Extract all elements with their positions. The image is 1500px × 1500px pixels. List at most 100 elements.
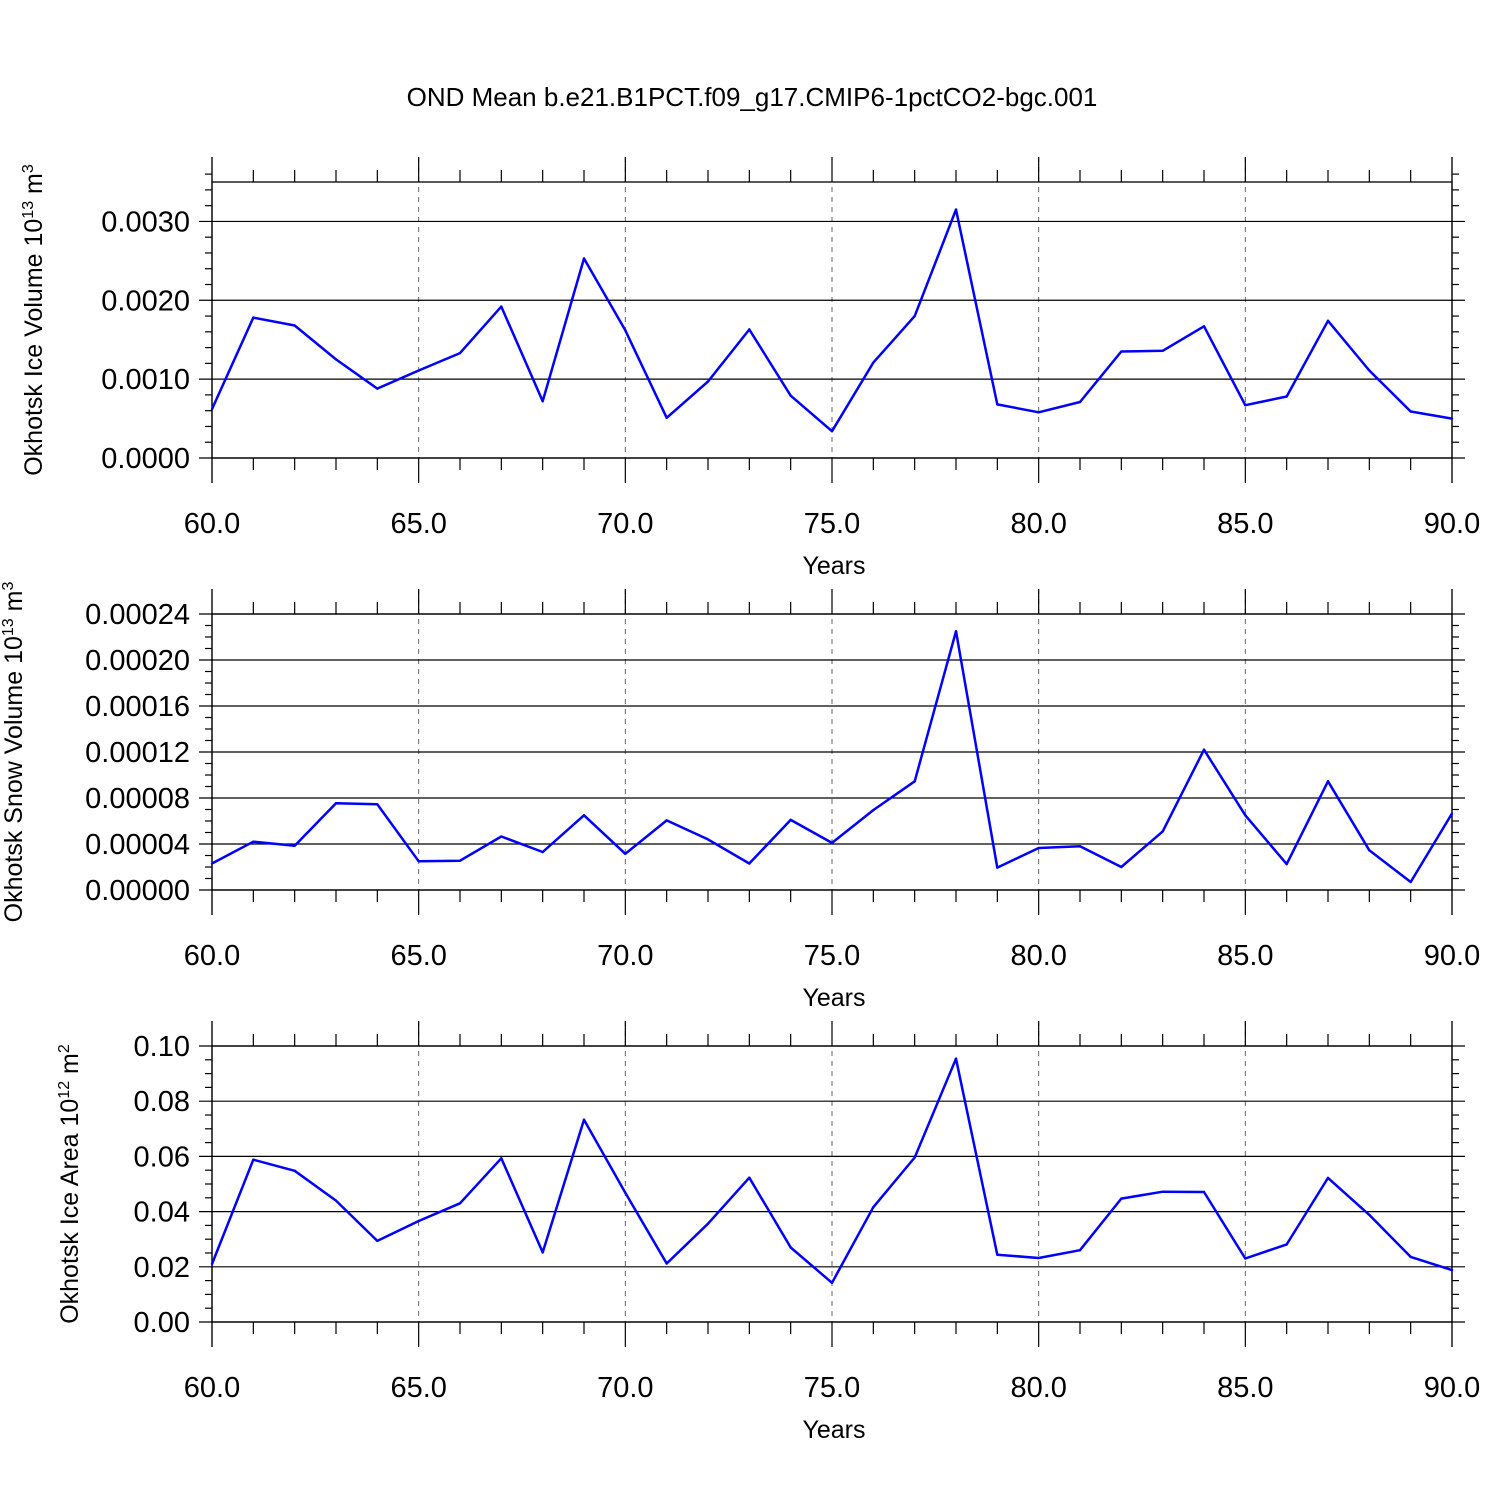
- data-point: [417, 860, 420, 863]
- data-point: [789, 818, 792, 822]
- y-axis-title: Okhotsk Ice Area 1012 m2: [56, 1044, 84, 1324]
- y-tick-label: 0.00004: [85, 829, 190, 861]
- data-point: [541, 1251, 544, 1254]
- data-point: [500, 305, 503, 308]
- data-point: [1285, 395, 1288, 398]
- data-point: [872, 1205, 875, 1209]
- data-point: [541, 850, 544, 854]
- data-point: [1037, 411, 1040, 414]
- y-tick-label: 0.06: [134, 1141, 190, 1173]
- y-tick-label: 0.08: [134, 1086, 190, 1118]
- data-point: [417, 1219, 420, 1223]
- data-point: [1450, 812, 1454, 815]
- data-point: [872, 808, 875, 812]
- data-point: [1285, 1243, 1288, 1246]
- data-point: [582, 1118, 586, 1121]
- x-tick-label: 60.0: [184, 508, 240, 540]
- data-point: [376, 803, 379, 806]
- data-point: [665, 819, 668, 822]
- x-tick-label: 85.0: [1217, 508, 1273, 540]
- y-tick-label: 0.0000: [101, 443, 190, 475]
- data-point: [582, 814, 586, 817]
- y-tick-label: 0.00008: [85, 783, 190, 815]
- data-point: [1202, 748, 1206, 751]
- data-point: [1326, 780, 1330, 783]
- x-tick-label: 85.0: [1217, 940, 1273, 972]
- data-point: [872, 361, 875, 364]
- y-tick-label: 0.0030: [101, 206, 190, 238]
- y-axis-title-unit: m: [20, 173, 48, 201]
- data-point: [1244, 403, 1247, 407]
- data-point: [1120, 1197, 1123, 1200]
- data-point: [376, 387, 379, 390]
- data-point: [500, 835, 503, 838]
- data-point: [1078, 1249, 1082, 1252]
- data-point: [210, 862, 214, 865]
- data-point: [1202, 1190, 1206, 1194]
- data-point: [293, 324, 296, 327]
- chart-panel-2: 0.00000 0.00004 0.00008 0.00012 0.00016 0.000…: [0, 582, 1480, 1012]
- data-point: [624, 852, 627, 855]
- data-point: [996, 1253, 999, 1256]
- data-point: [1037, 846, 1040, 850]
- x-tick-label: 65.0: [390, 940, 446, 972]
- x-tick-label: 80.0: [1010, 508, 1066, 540]
- data-point: [1368, 849, 1371, 852]
- data-point: [1450, 417, 1454, 420]
- data-point: [748, 328, 751, 331]
- y-tick-label: 0.00016: [85, 691, 190, 723]
- data-point: [789, 1246, 792, 1249]
- figure-title: OND Mean b.e21.B1PCT.f09_g17.CMIP6-1pctC…: [407, 82, 1098, 112]
- x-axis-title: Years: [802, 984, 865, 1012]
- data-point: [334, 358, 338, 361]
- data-point: [458, 1202, 462, 1205]
- x-tick-label: 85.0: [1217, 1372, 1273, 1404]
- data-point: [830, 429, 834, 433]
- x-tick-label: 65.0: [390, 508, 446, 540]
- x-tick-label: 65.0: [390, 1372, 446, 1404]
- y-axis-title-unit: m: [56, 1053, 84, 1081]
- data-point: [1368, 369, 1371, 372]
- y-axis-title: Okhotsk Ice Volume 1013 m3: [20, 164, 48, 476]
- data-point: [996, 403, 999, 406]
- data-point: [252, 840, 255, 843]
- x-tick-label: 90.0: [1424, 1372, 1480, 1404]
- x-tick-label: 75.0: [804, 940, 860, 972]
- y-tick-label: 0.0010: [101, 364, 190, 396]
- data-point: [1409, 410, 1412, 413]
- data-point: [376, 1239, 379, 1243]
- data-point: [996, 866, 999, 869]
- data-point: [252, 316, 255, 319]
- x-axis-title: Years: [802, 1416, 865, 1444]
- data-point: [830, 1281, 834, 1285]
- y-tick-label: 0.10: [134, 1031, 190, 1063]
- data-point: [665, 416, 668, 419]
- data-point: [1326, 1176, 1330, 1180]
- data-point: [1285, 862, 1288, 866]
- data-point: [458, 859, 462, 862]
- y-axis-title-unit-exponent: 2: [56, 1044, 73, 1053]
- x-tick-label: 75.0: [804, 1372, 860, 1404]
- x-tick-label: 60.0: [184, 940, 240, 972]
- y-axis-title-unit: m: [0, 591, 28, 619]
- data-point: [334, 1199, 338, 1202]
- data-point: [954, 208, 958, 211]
- y-axis-title-exponent: 13: [20, 201, 37, 219]
- data-point: [1161, 1190, 1164, 1193]
- data-point: [706, 1222, 710, 1225]
- data-point: [1368, 1213, 1371, 1217]
- data-point: [913, 780, 916, 783]
- chart-panels: 0.0000 0.0010 0.0020 0.0030 60.0 65.0 70.0 75.0…: [0, 157, 1480, 1444]
- data-point: [1409, 880, 1412, 884]
- data-point: [706, 838, 710, 841]
- x-tick-label: 75.0: [804, 508, 860, 540]
- y-tick-label: 0.00024: [85, 599, 190, 631]
- y-axis-title: Okhotsk Snow Volume 1013 m3: [0, 582, 28, 923]
- y-tick-label: 0.00020: [85, 645, 190, 677]
- data-point: [706, 380, 710, 383]
- x-axis-title: Years: [802, 552, 865, 580]
- x-tick-label: 70.0: [597, 940, 653, 972]
- data-point: [913, 314, 916, 318]
- data-point: [1078, 845, 1082, 848]
